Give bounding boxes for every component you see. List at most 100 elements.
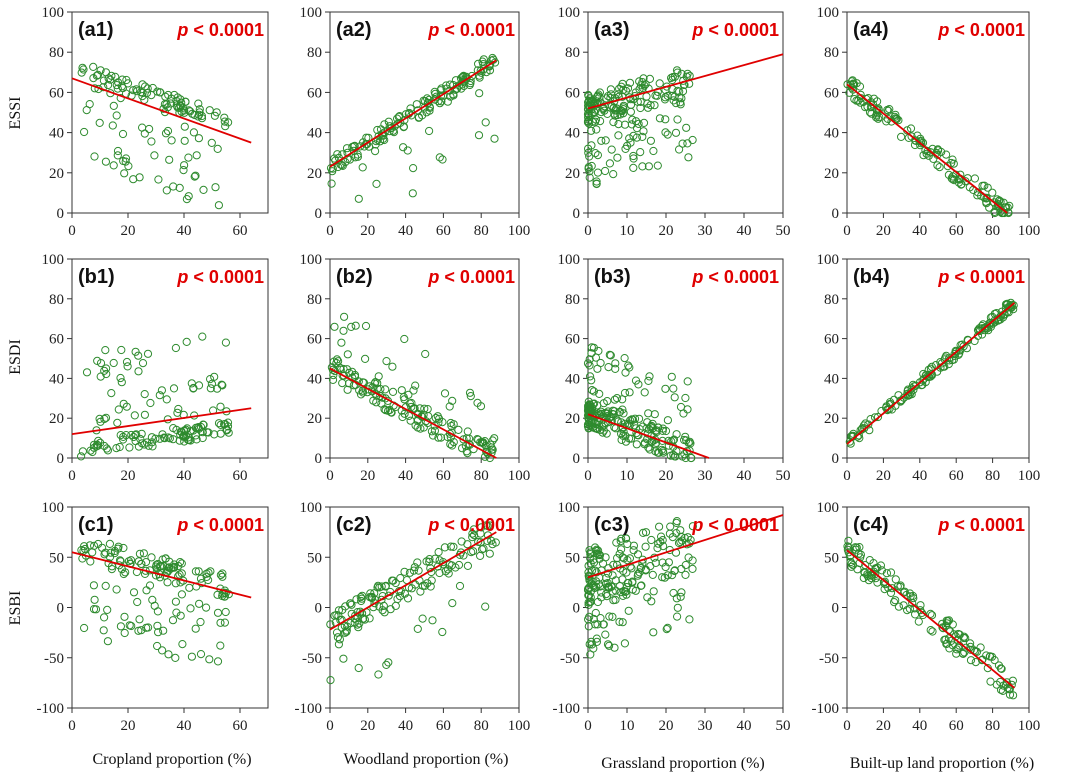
y-tick-label: 20: [49, 411, 64, 427]
data-point: [342, 627, 351, 636]
data-point: [592, 568, 601, 577]
data-point: [609, 170, 618, 179]
data-point: [443, 97, 452, 106]
data-point: [180, 437, 189, 446]
data-point: [609, 118, 618, 127]
data-point: [605, 612, 614, 621]
data-point: [220, 618, 229, 627]
y-tick-label: 60: [565, 332, 580, 348]
data-point: [618, 618, 627, 627]
data-point: [587, 126, 596, 135]
data-point: [404, 390, 413, 399]
data-point: [185, 583, 194, 592]
data-point: [99, 76, 109, 85]
data-point: [171, 597, 180, 606]
data-point: [447, 421, 456, 431]
data-point: [919, 151, 928, 160]
x-tick-label: 50: [776, 223, 791, 239]
data-point: [586, 593, 595, 602]
data-point: [328, 375, 338, 384]
data-point: [196, 422, 206, 432]
data-point: [374, 670, 383, 679]
y-tick-label: 80: [307, 292, 322, 308]
data-point: [949, 355, 959, 364]
data-point: [606, 351, 615, 360]
data-point: [609, 410, 618, 419]
data-point: [882, 117, 891, 126]
data-point: [438, 155, 447, 164]
panel-b2: 0 20 40 60 80 100 0 20 40 60 80 100 (b2) p < 0.0001: [300, 252, 531, 484]
data-point: [169, 182, 178, 191]
data-point: [625, 134, 634, 143]
data-point: [361, 354, 370, 363]
data-point: [890, 598, 899, 607]
x-tick-label: 0: [326, 223, 334, 239]
x-tick-label: 100: [1018, 718, 1041, 734]
data-point: [482, 68, 491, 77]
data-point: [844, 536, 853, 545]
data-point: [584, 119, 594, 128]
data-point: [93, 70, 103, 80]
data-point: [94, 436, 103, 445]
data-point: [328, 365, 337, 374]
data-point: [358, 614, 368, 624]
data-point: [640, 388, 649, 397]
x-tick-label: 20: [121, 468, 136, 484]
trend-line: [329, 531, 497, 631]
data-point: [971, 658, 980, 667]
data-point: [648, 570, 657, 580]
data-point: [397, 386, 406, 395]
data-point: [688, 135, 697, 145]
data-point: [612, 394, 622, 403]
data-point: [673, 115, 682, 124]
data-point: [623, 539, 632, 549]
y-tick-label: 60: [824, 85, 839, 101]
data-point: [602, 592, 612, 601]
data-point: [988, 188, 997, 197]
x-tick-label: 20: [876, 468, 891, 484]
data-point: [869, 559, 878, 568]
col-label-builtup: Built-up land proportion (%): [850, 755, 1034, 772]
data-point: [584, 615, 593, 624]
data-point: [607, 145, 616, 154]
data-point: [994, 196, 1004, 206]
data-point: [210, 372, 219, 381]
data-point: [584, 622, 593, 631]
p-value-symbol: p: [176, 20, 188, 40]
data-point: [645, 445, 654, 454]
data-point: [101, 548, 110, 557]
data-point: [948, 172, 957, 181]
y-tick-label: 0: [57, 206, 65, 222]
data-point: [591, 424, 600, 433]
data-point: [688, 522, 698, 531]
data-point: [985, 318, 994, 328]
data-point: [620, 120, 630, 129]
row-label-essi: ESSI: [7, 97, 24, 130]
trend-line: [846, 83, 1008, 214]
y-tick-label: 50: [565, 550, 580, 566]
y-tick-label: 0: [832, 206, 840, 222]
data-point: [90, 541, 99, 550]
data-point: [109, 161, 118, 170]
data-point: [947, 158, 956, 168]
x-tick-label: 80: [474, 223, 489, 239]
data-point: [187, 379, 196, 388]
data-point: [470, 531, 479, 540]
data-point: [173, 93, 182, 102]
data-point: [613, 554, 622, 563]
data-point: [950, 176, 959, 185]
data-point: [206, 384, 215, 393]
data-point: [112, 111, 121, 120]
data-point: [618, 405, 627, 414]
data-point: [886, 568, 896, 577]
data-point: [986, 652, 995, 661]
data-point: [121, 568, 130, 577]
data-point: [172, 425, 181, 434]
data-point: [431, 413, 440, 423]
data-point: [659, 542, 668, 551]
data-point: [443, 565, 452, 574]
data-point: [196, 617, 205, 627]
data-point: [672, 594, 681, 603]
data-point: [637, 581, 646, 590]
data-point: [683, 405, 692, 414]
